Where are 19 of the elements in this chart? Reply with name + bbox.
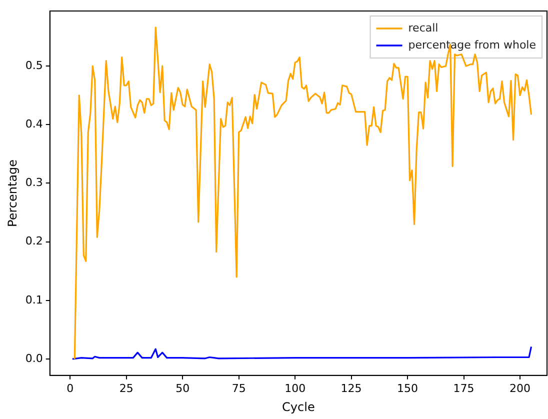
legend-label: recall bbox=[408, 21, 438, 34]
y-tick-label: 0.0 bbox=[25, 352, 43, 365]
y-tick-label: 0.5 bbox=[25, 58, 43, 72]
x-tick-label: 175 bbox=[453, 382, 474, 395]
x-tick-label: 100 bbox=[284, 382, 306, 395]
x-tick-label: 125 bbox=[340, 382, 362, 395]
legend-label: percentage from whole bbox=[408, 38, 536, 52]
x-tick-label: 75 bbox=[232, 382, 246, 395]
x-tick-label: 50 bbox=[176, 382, 190, 395]
x-tick-label: 0 bbox=[66, 382, 74, 395]
y-tick-label: 0.3 bbox=[25, 176, 43, 190]
y-tick-label: 0.1 bbox=[25, 293, 43, 306]
x-tick-label: 25 bbox=[119, 382, 134, 395]
y-tick-label: 0.4 bbox=[25, 118, 43, 131]
x-tick-label: 200 bbox=[510, 382, 531, 395]
y-axis-title: Percentage bbox=[5, 159, 20, 227]
x-axis-title: Cycle bbox=[282, 400, 315, 414]
y-tick-label: 0.2 bbox=[25, 234, 43, 248]
x-tick-label: 150 bbox=[397, 382, 418, 395]
